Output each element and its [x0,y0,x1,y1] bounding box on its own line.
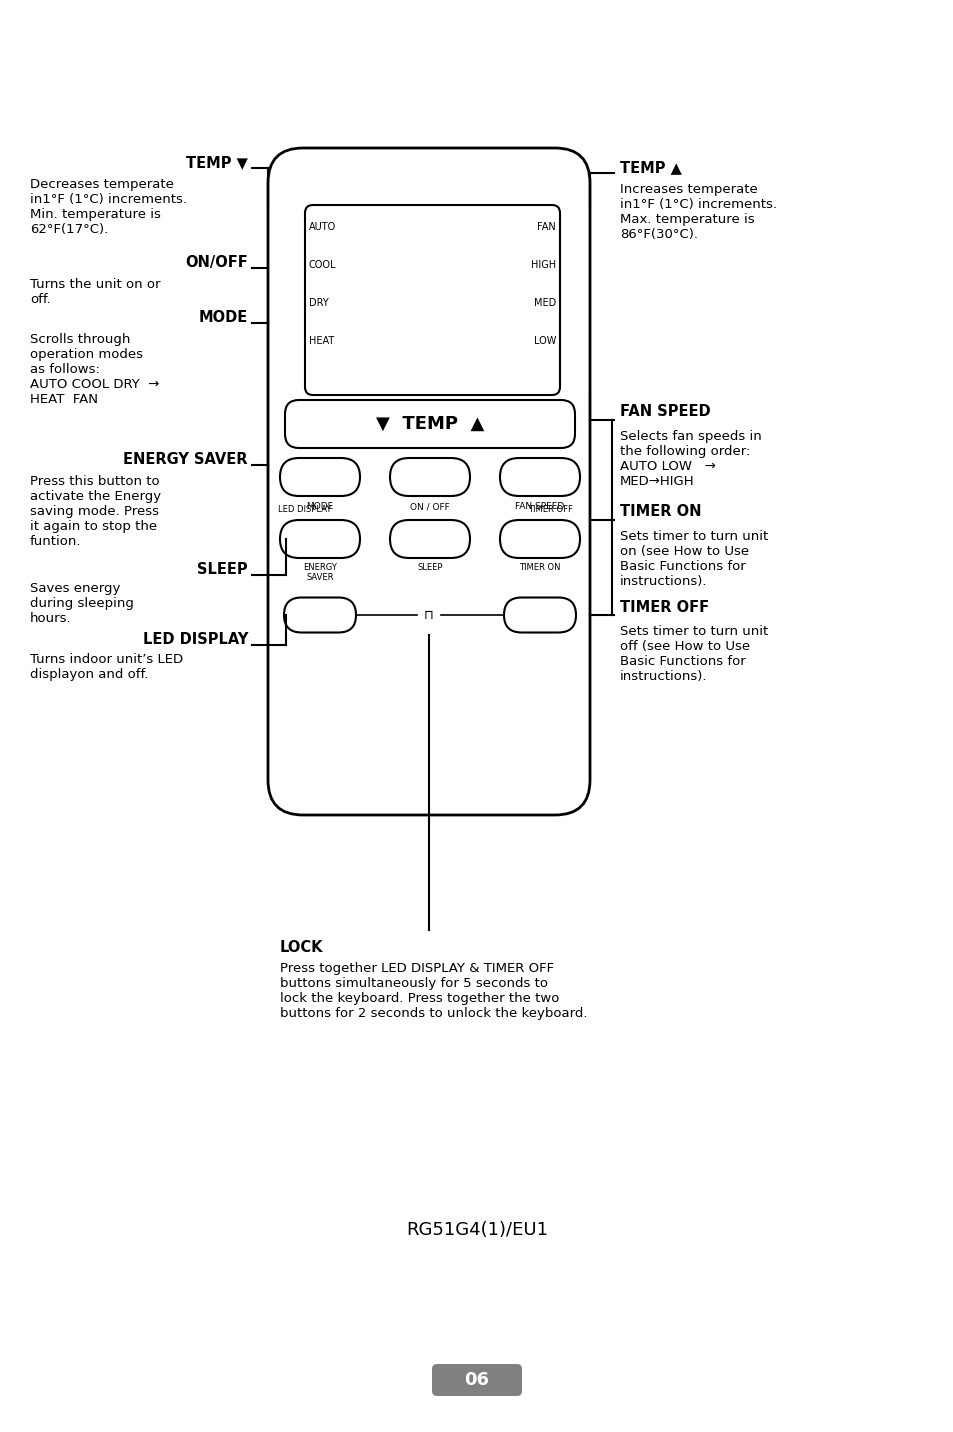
Text: Saves energy
during sleeping
hours.: Saves energy during sleeping hours. [30,581,133,624]
Text: Increases temperate
in1°F (1°C) increments.
Max. temperature is
86°F(30°C).: Increases temperate in1°F (1°C) incremen… [619,183,776,241]
Text: Press this button to
activate the Energy
saving mode. Press
it again to stop the: Press this button to activate the Energy… [30,475,161,548]
Text: ON/OFF: ON/OFF [185,255,248,269]
Text: ENERGY SAVER: ENERGY SAVER [123,453,248,467]
Text: Turns the unit on or
off.: Turns the unit on or off. [30,278,160,306]
Text: ⊓: ⊓ [424,609,434,621]
FancyBboxPatch shape [390,458,470,495]
Text: TEMP ▼: TEMP ▼ [186,156,248,170]
Text: HIGH: HIGH [530,261,556,271]
Text: TEMP ▲: TEMP ▲ [619,160,681,176]
Text: Selects fan speeds in
the following order:
AUTO LOW   →
MED→HIGH: Selects fan speeds in the following orde… [619,430,760,488]
Text: 06: 06 [464,1370,489,1389]
Text: MODE: MODE [306,503,334,511]
Text: FAN: FAN [537,222,556,232]
Text: TIMER OFF: TIMER OFF [527,505,572,514]
Text: Scrolls through
operation modes
as follows:
AUTO COOL DRY  →
HEAT  FAN: Scrolls through operation modes as follo… [30,334,159,407]
Text: DRY: DRY [309,298,329,308]
Text: LED DISPLAY: LED DISPLAY [143,633,248,647]
FancyBboxPatch shape [390,520,470,558]
FancyBboxPatch shape [432,1365,521,1396]
Text: AUTO: AUTO [309,222,335,232]
FancyBboxPatch shape [305,205,559,395]
Text: LOCK: LOCK [280,939,323,955]
Text: LOW: LOW [533,337,556,347]
Text: Decreases temperate
in1°F (1°C) increments.
Min. temperature is
62°F(17°C).: Decreases temperate in1°F (1°C) incremen… [30,178,187,236]
Text: MODE: MODE [198,311,248,325]
Text: RG51G4(1)/EU1: RG51G4(1)/EU1 [406,1221,547,1239]
Text: ENERGY
SAVER: ENERGY SAVER [303,563,336,583]
Text: ▼  TEMP  ▲: ▼ TEMP ▲ [375,415,484,432]
FancyBboxPatch shape [284,597,355,633]
Text: TIMER ON: TIMER ON [619,504,700,520]
FancyBboxPatch shape [499,458,579,495]
Text: Sets timer to turn unit
off (see How to Use
Basic Functions for
instructions).: Sets timer to turn unit off (see How to … [619,624,767,683]
FancyBboxPatch shape [285,400,575,448]
Text: Press together LED DISPLAY & TIMER OFF
buttons simultaneously for 5 seconds to
l: Press together LED DISPLAY & TIMER OFF b… [280,962,587,1020]
Text: Sets timer to turn unit
on (see How to Use
Basic Functions for
instructions).: Sets timer to turn unit on (see How to U… [619,530,767,589]
FancyBboxPatch shape [280,458,359,495]
Text: ON / OFF: ON / OFF [410,503,450,511]
Text: MED: MED [533,298,556,308]
Text: SLEEP: SLEEP [416,563,442,571]
FancyBboxPatch shape [499,520,579,558]
Text: HEAT: HEAT [309,337,334,347]
Text: LED DISPLAY: LED DISPLAY [278,505,332,514]
Text: COOL: COOL [309,261,336,271]
FancyBboxPatch shape [503,597,576,633]
Text: TIMER ON: TIMER ON [518,563,560,571]
Text: FAN SPEED: FAN SPEED [619,404,710,420]
Text: TIMER OFF: TIMER OFF [619,600,708,614]
Text: Turns indoor unit’s LED
displayon and off.: Turns indoor unit’s LED displayon and of… [30,653,183,682]
Text: SLEEP: SLEEP [197,563,248,577]
FancyBboxPatch shape [268,147,589,815]
FancyBboxPatch shape [280,520,359,558]
Text: FAN SPEED: FAN SPEED [515,503,564,511]
